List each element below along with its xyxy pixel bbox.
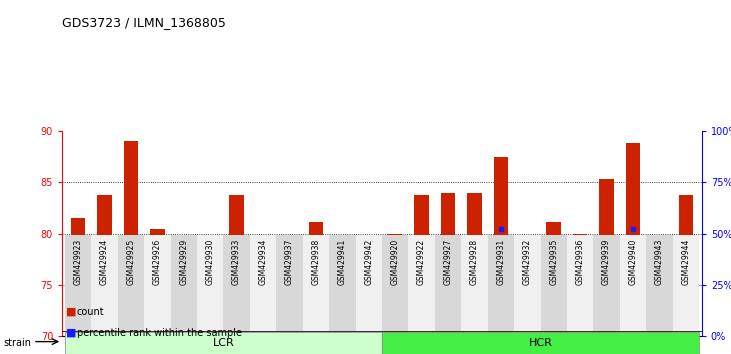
FancyBboxPatch shape (409, 235, 435, 352)
Text: GSM429942: GSM429942 (364, 239, 374, 285)
Bar (361, 280, 376, 336)
Bar (282, 256, 297, 336)
FancyBboxPatch shape (65, 332, 382, 354)
Text: GSM429928: GSM429928 (470, 239, 479, 285)
FancyBboxPatch shape (620, 235, 646, 352)
Text: GSM429944: GSM429944 (681, 239, 690, 285)
Text: LCR: LCR (213, 338, 234, 348)
Bar (124, 141, 138, 336)
Text: GSM429925: GSM429925 (126, 239, 135, 285)
Text: percentile rank within the sample: percentile rank within the sample (77, 328, 242, 338)
Bar (678, 195, 693, 336)
Text: HCR: HCR (529, 338, 553, 348)
Bar (71, 218, 86, 336)
FancyBboxPatch shape (567, 235, 594, 352)
FancyBboxPatch shape (250, 235, 276, 352)
FancyBboxPatch shape (514, 235, 540, 352)
Text: GDS3723 / ILMN_1368805: GDS3723 / ILMN_1368805 (62, 16, 226, 29)
FancyBboxPatch shape (673, 235, 699, 352)
FancyBboxPatch shape (594, 235, 620, 352)
Bar (335, 238, 349, 336)
Text: GSM429931: GSM429931 (496, 239, 505, 285)
Text: GSM429933: GSM429933 (232, 239, 241, 285)
FancyBboxPatch shape (170, 235, 197, 352)
Bar (97, 195, 112, 336)
Bar (230, 195, 244, 336)
Text: GSM429923: GSM429923 (74, 239, 83, 285)
Text: GSM429940: GSM429940 (629, 239, 637, 285)
Text: GSM429927: GSM429927 (444, 239, 452, 285)
FancyBboxPatch shape (303, 235, 329, 352)
FancyBboxPatch shape (197, 235, 224, 352)
Text: ■: ■ (66, 328, 76, 338)
Text: GSM429937: GSM429937 (285, 239, 294, 285)
Text: GSM429932: GSM429932 (523, 239, 532, 285)
Bar (441, 193, 455, 336)
FancyBboxPatch shape (91, 235, 118, 352)
Bar (256, 245, 270, 336)
Text: GSM429935: GSM429935 (549, 239, 558, 285)
Text: GSM429929: GSM429929 (179, 239, 188, 285)
Text: count: count (77, 307, 105, 316)
Bar (308, 222, 323, 336)
Bar (150, 228, 164, 336)
FancyBboxPatch shape (435, 235, 461, 352)
Bar (652, 280, 667, 336)
FancyBboxPatch shape (276, 235, 303, 352)
Text: GSM429930: GSM429930 (205, 239, 215, 285)
FancyBboxPatch shape (224, 235, 250, 352)
Bar (626, 143, 640, 336)
Text: GSM429938: GSM429938 (311, 239, 320, 285)
Text: GSM429936: GSM429936 (576, 239, 585, 285)
FancyBboxPatch shape (65, 235, 91, 352)
FancyBboxPatch shape (355, 235, 382, 352)
Text: GSM429941: GSM429941 (338, 239, 346, 285)
Text: GSM429920: GSM429920 (390, 239, 400, 285)
Bar (493, 156, 508, 336)
FancyBboxPatch shape (382, 332, 699, 354)
FancyBboxPatch shape (144, 235, 170, 352)
Text: strain: strain (4, 338, 31, 348)
Bar (573, 234, 588, 336)
Text: GSM429926: GSM429926 (153, 239, 162, 285)
FancyBboxPatch shape (382, 235, 409, 352)
Text: ■: ■ (66, 307, 76, 316)
Text: GSM429922: GSM429922 (417, 239, 426, 285)
FancyBboxPatch shape (646, 235, 673, 352)
FancyBboxPatch shape (488, 235, 514, 352)
Text: GSM429924: GSM429924 (100, 239, 109, 285)
Bar (414, 195, 429, 336)
FancyBboxPatch shape (540, 235, 567, 352)
Bar (547, 222, 561, 336)
FancyBboxPatch shape (461, 235, 488, 352)
FancyBboxPatch shape (329, 235, 355, 352)
FancyBboxPatch shape (118, 235, 144, 352)
Bar (203, 244, 217, 336)
Text: GSM429939: GSM429939 (602, 239, 611, 285)
Bar (599, 179, 614, 336)
Bar (520, 287, 534, 336)
Bar (388, 234, 403, 336)
Text: GSM429934: GSM429934 (259, 239, 268, 285)
Text: GSM429943: GSM429943 (655, 239, 664, 285)
Bar (467, 193, 482, 336)
Bar (176, 246, 191, 336)
